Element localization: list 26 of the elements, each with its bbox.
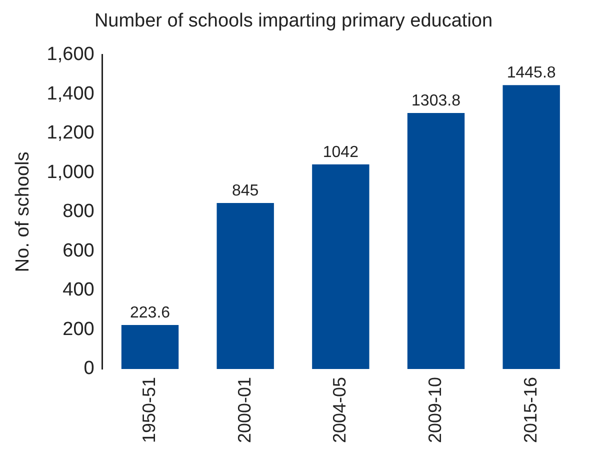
- y-tick-label: 600: [62, 240, 94, 262]
- data-label: 223.6: [130, 304, 170, 322]
- x-tick-label: 1950-51: [138, 376, 159, 444]
- y-tick-label: 1,000: [46, 162, 94, 183]
- y-axis-title: No. of schools: [12, 152, 34, 272]
- x-tick-label: 2009-10: [424, 376, 445, 444]
- y-tick-label: 0: [84, 358, 94, 380]
- x-tick-label: 2015-16: [520, 376, 540, 444]
- x-tick-label: 2000-01: [234, 376, 254, 444]
- data-label: 845: [232, 182, 259, 200]
- y-tick-label: 1,600: [46, 44, 94, 66]
- y-tick-label: 1,200: [46, 122, 94, 144]
- bar: [216, 203, 274, 369]
- x-tick-label: 2004-05: [330, 376, 350, 444]
- data-label: 1303.8: [412, 92, 461, 110]
- bar: [407, 112, 465, 369]
- y-tick-label: 400: [62, 280, 94, 301]
- chart-title: Number of schools imparting primary education: [94, 10, 493, 32]
- data-label: 1042: [322, 144, 359, 161]
- y-tick-label: 200: [62, 318, 94, 340]
- y-tick-label: 800: [62, 201, 94, 222]
- data-label: 1445.8: [506, 64, 556, 82]
- bar: [121, 325, 179, 369]
- bar: [502, 85, 560, 369]
- y-tick-label: 1,400: [46, 83, 94, 104]
- bar: [312, 164, 370, 369]
